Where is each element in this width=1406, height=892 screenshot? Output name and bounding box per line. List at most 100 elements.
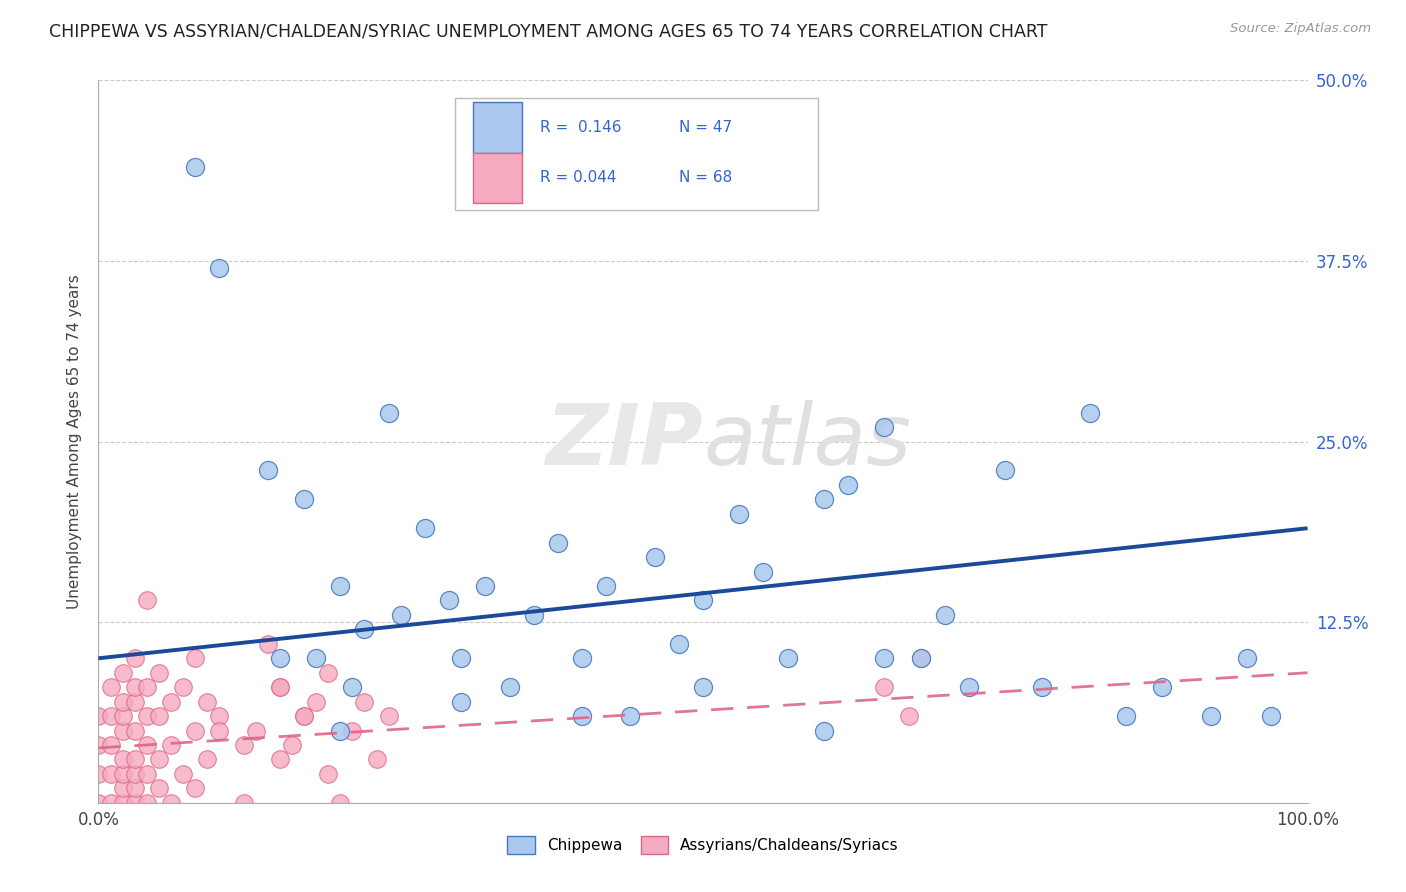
Point bbox=[111, 767, 134, 781]
Point bbox=[776, 651, 799, 665]
FancyBboxPatch shape bbox=[474, 102, 522, 153]
Point bbox=[100, 738, 122, 752]
Point bbox=[1031, 680, 1053, 694]
Point bbox=[934, 607, 956, 622]
Point bbox=[124, 680, 146, 694]
Point bbox=[100, 709, 122, 723]
Point bbox=[124, 752, 146, 766]
Point bbox=[474, 579, 496, 593]
Point bbox=[111, 796, 134, 810]
Point bbox=[111, 723, 134, 738]
Point bbox=[208, 723, 231, 738]
Point bbox=[897, 709, 920, 723]
Point bbox=[813, 723, 835, 738]
Point bbox=[172, 680, 194, 694]
Point bbox=[498, 680, 520, 694]
Point bbox=[111, 781, 134, 796]
Point bbox=[111, 752, 134, 766]
FancyBboxPatch shape bbox=[456, 98, 818, 211]
Point bbox=[87, 796, 110, 810]
Point bbox=[377, 406, 399, 420]
Point bbox=[245, 723, 267, 738]
Point bbox=[135, 796, 157, 810]
Point bbox=[148, 752, 170, 766]
Point bbox=[269, 651, 291, 665]
Point bbox=[256, 637, 278, 651]
Point bbox=[316, 767, 339, 781]
Point bbox=[87, 767, 110, 781]
Point bbox=[873, 680, 896, 694]
Point bbox=[124, 796, 146, 810]
Point bbox=[329, 723, 352, 738]
Point bbox=[728, 507, 751, 521]
Point bbox=[342, 680, 364, 694]
Point bbox=[111, 665, 134, 680]
Point bbox=[1152, 680, 1174, 694]
Point bbox=[1236, 651, 1258, 665]
Point bbox=[135, 738, 157, 752]
Point bbox=[910, 651, 932, 665]
Point bbox=[450, 651, 472, 665]
Point bbox=[292, 492, 315, 507]
Point bbox=[1078, 406, 1101, 420]
Point bbox=[547, 535, 569, 549]
Point bbox=[195, 752, 218, 766]
Point bbox=[873, 651, 896, 665]
Point bbox=[366, 752, 388, 766]
Point bbox=[232, 796, 254, 810]
Text: ZIP: ZIP bbox=[546, 400, 703, 483]
Point bbox=[571, 709, 593, 723]
Point bbox=[1199, 709, 1222, 723]
Point bbox=[269, 680, 291, 694]
Y-axis label: Unemployment Among Ages 65 to 74 years: Unemployment Among Ages 65 to 74 years bbox=[67, 274, 83, 609]
Point bbox=[232, 738, 254, 752]
Text: R =  0.146: R = 0.146 bbox=[540, 120, 621, 135]
Point bbox=[135, 709, 157, 723]
Point bbox=[523, 607, 546, 622]
Point bbox=[135, 680, 157, 694]
Point bbox=[316, 665, 339, 680]
Point bbox=[437, 593, 460, 607]
Point bbox=[873, 420, 896, 434]
Point bbox=[256, 463, 278, 477]
Point bbox=[135, 767, 157, 781]
FancyBboxPatch shape bbox=[474, 153, 522, 203]
Point bbox=[269, 680, 291, 694]
Point bbox=[208, 261, 231, 276]
Point bbox=[148, 709, 170, 723]
Point bbox=[160, 695, 183, 709]
Point bbox=[644, 550, 666, 565]
Point bbox=[124, 695, 146, 709]
Text: N = 47: N = 47 bbox=[679, 120, 733, 135]
Point bbox=[292, 709, 315, 723]
Point bbox=[100, 680, 122, 694]
Point bbox=[195, 695, 218, 709]
Point bbox=[148, 665, 170, 680]
Point bbox=[619, 709, 641, 723]
Legend: Chippewa, Assyrians/Chaldeans/Syriacs: Chippewa, Assyrians/Chaldeans/Syriacs bbox=[501, 830, 905, 860]
Point bbox=[413, 521, 436, 535]
Point bbox=[124, 723, 146, 738]
Point bbox=[100, 767, 122, 781]
Point bbox=[135, 593, 157, 607]
Text: atlas: atlas bbox=[703, 400, 911, 483]
Point bbox=[87, 709, 110, 723]
Point bbox=[124, 651, 146, 665]
Point bbox=[292, 709, 315, 723]
Point bbox=[184, 781, 207, 796]
Point bbox=[668, 637, 690, 651]
Point bbox=[910, 651, 932, 665]
Point bbox=[87, 738, 110, 752]
Point bbox=[1260, 709, 1282, 723]
Point bbox=[281, 738, 304, 752]
Point bbox=[148, 781, 170, 796]
Point bbox=[111, 695, 134, 709]
Point bbox=[208, 709, 231, 723]
Point bbox=[994, 463, 1017, 477]
Point bbox=[329, 796, 352, 810]
Point bbox=[1115, 709, 1137, 723]
Point bbox=[353, 695, 375, 709]
Point bbox=[172, 767, 194, 781]
Point bbox=[813, 492, 835, 507]
Point bbox=[837, 478, 859, 492]
